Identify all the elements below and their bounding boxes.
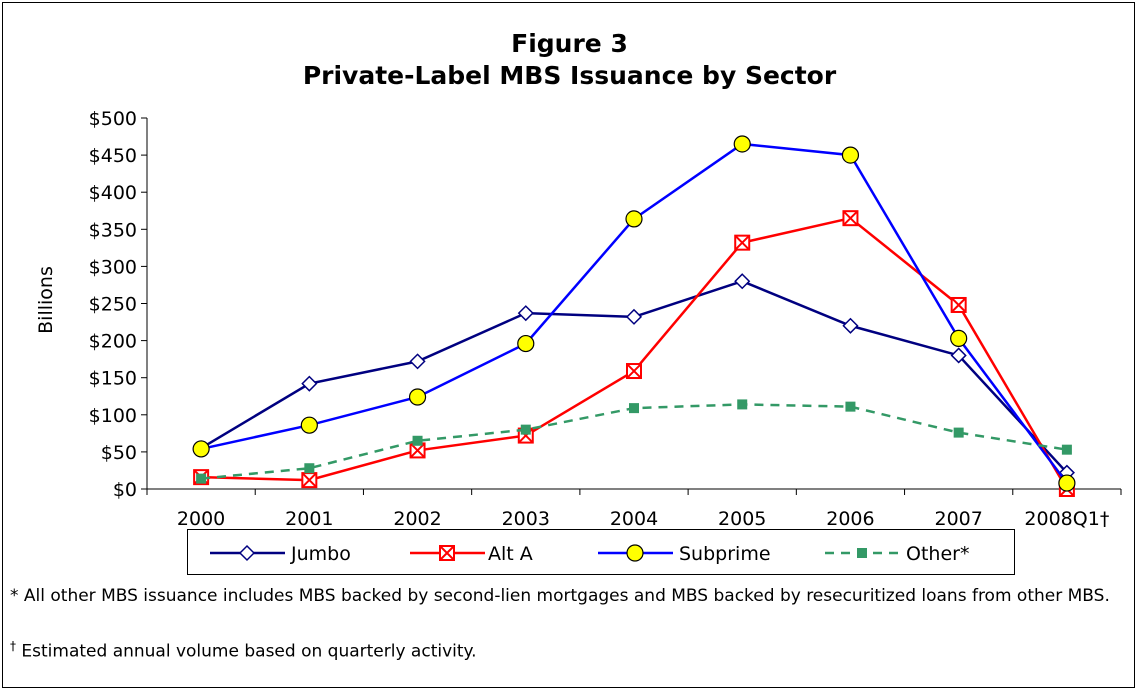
data-point-marker: [520, 424, 531, 435]
data-point-marker: [857, 548, 867, 558]
x-tick-label: 2008Q1†: [1024, 508, 1109, 530]
footnote-estimated: † Estimated annual volume based on quart…: [10, 634, 477, 665]
data-point-marker: [517, 305, 534, 322]
x-tick-label: 2003: [502, 508, 550, 530]
y-tick-label: $200: [89, 331, 137, 353]
y-tick-label: $250: [89, 294, 137, 316]
chart-title-line1: Figure 3: [511, 29, 628, 58]
legend-svg: Jumbo Alt A Subprime Other*: [210, 543, 969, 565]
x-tick-label: 2001: [285, 508, 333, 530]
legend-item: Jumbo: [210, 543, 351, 565]
footnote-estimated-text: Estimated annual volume based on quarter…: [16, 641, 477, 662]
data-point-marker: [517, 334, 535, 353]
series-other: [196, 399, 1072, 484]
data-point-marker-cross: [950, 297, 967, 313]
data-point-marker: [625, 210, 643, 228]
legend-item: Alt A: [410, 543, 533, 565]
data-point-marker: [301, 375, 318, 392]
chart-title-line2: Private-Label MBS Issuance by Sector: [302, 61, 837, 90]
y-tick-label: $50: [101, 442, 137, 464]
x-tick-label: 2000: [177, 508, 225, 530]
y-tick-label: $450: [89, 145, 137, 167]
series-subprime: [192, 135, 1076, 492]
legend-label: Jumbo: [290, 543, 351, 565]
data-point-marker: [409, 353, 426, 370]
data-point-marker: [300, 416, 318, 434]
data-point-marker: [842, 317, 859, 334]
x-tick-label: 2006: [826, 508, 874, 530]
y-tick-label: $100: [89, 405, 137, 427]
data-point-marker: [737, 399, 748, 410]
x-tick-label: 2005: [718, 508, 766, 530]
data-point-marker: [626, 544, 644, 562]
data-point-marker: [196, 473, 207, 484]
data-point-marker-cross: [439, 545, 455, 561]
data-point-marker-cross: [842, 210, 859, 226]
data-point-marker: [953, 427, 964, 438]
data-point-marker: [304, 463, 315, 474]
data-point-marker-cross: [626, 363, 642, 379]
chart-legend: Jumbo Alt A Subprime Other*: [187, 529, 1015, 575]
series-line: [200, 403, 1068, 480]
data-point-marker: [1061, 444, 1072, 455]
x-tick-label: 2002: [393, 508, 441, 530]
y-tick-label: $150: [89, 368, 137, 390]
x-tick-label: 2007: [934, 508, 982, 530]
chart-title: Figure 3 Private-Label MBS Issuance by S…: [0, 28, 1139, 92]
data-point-marker: [408, 388, 427, 406]
y-tick-label: $500: [89, 108, 137, 130]
y-tick-label: $350: [89, 219, 137, 241]
data-point-marker: [625, 308, 643, 325]
data-point-marker: [841, 146, 860, 164]
footnote-other: * All other MBS issuance includes MBS ba…: [10, 586, 1110, 606]
legend-label: Subprime: [679, 543, 771, 565]
data-point-marker-cross: [301, 472, 318, 488]
data-point-marker: [629, 403, 639, 414]
series-line: [201, 216, 1068, 490]
series-alt-a: [193, 210, 1075, 497]
data-point-marker: [412, 435, 423, 446]
data-point-marker: [192, 440, 210, 458]
y-tick-label: $300: [89, 256, 137, 278]
data-point-marker: [950, 329, 968, 347]
series-layer: [192, 135, 1076, 497]
y-tick-label: $400: [89, 182, 137, 204]
chart-axes: $0 $50 $100 $150 $200 $250 $300 $350 $400 $450 $50…: [89, 108, 1122, 530]
legend-label: Other*: [906, 543, 969, 565]
data-point-marker: [238, 544, 256, 562]
legend-label: Alt A: [488, 543, 533, 565]
data-point-marker: [845, 401, 856, 412]
data-point-marker: [733, 135, 751, 153]
legend-item: Other*: [825, 543, 969, 565]
x-tick-label: 2004: [610, 508, 658, 530]
data-point-marker-cross: [734, 234, 750, 251]
y-axis-label: Billions: [35, 266, 57, 334]
data-point-marker: [950, 347, 967, 364]
y-tick-label: $0: [113, 479, 137, 501]
data-point-marker: [734, 273, 751, 290]
dagger-symbol: †: [10, 639, 16, 653]
data-point-marker: [1058, 474, 1076, 492]
legend-item: Subprime: [598, 543, 771, 565]
